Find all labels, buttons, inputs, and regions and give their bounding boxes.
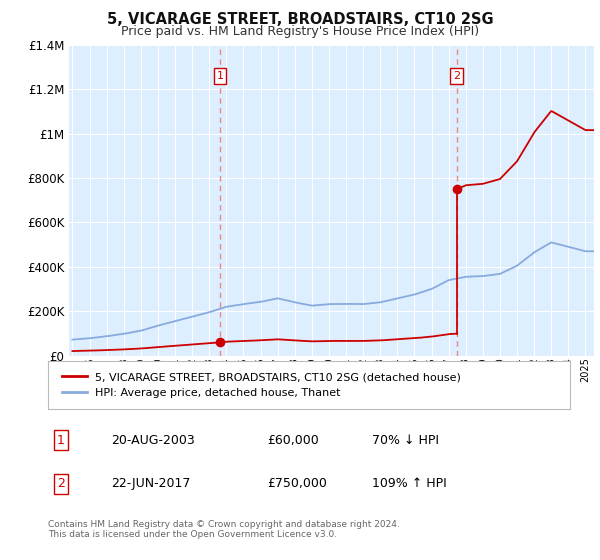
- Text: £60,000: £60,000: [267, 434, 319, 447]
- Text: 70% ↓ HPI: 70% ↓ HPI: [371, 434, 439, 447]
- Text: 109% ↑ HPI: 109% ↑ HPI: [371, 477, 446, 490]
- Text: 2: 2: [57, 477, 65, 490]
- Text: This data is licensed under the Open Government Licence v3.0.: This data is licensed under the Open Gov…: [48, 530, 337, 539]
- Text: Contains HM Land Registry data © Crown copyright and database right 2024.: Contains HM Land Registry data © Crown c…: [48, 520, 400, 529]
- Text: £750,000: £750,000: [267, 477, 327, 490]
- Text: 2: 2: [453, 71, 460, 81]
- Text: 20-AUG-2003: 20-AUG-2003: [110, 434, 194, 447]
- Legend: 5, VICARAGE STREET, BROADSTAIRS, CT10 2SG (detached house), HPI: Average price, : 5, VICARAGE STREET, BROADSTAIRS, CT10 2S…: [59, 369, 464, 401]
- Text: 1: 1: [217, 71, 224, 81]
- Text: 5, VICARAGE STREET, BROADSTAIRS, CT10 2SG: 5, VICARAGE STREET, BROADSTAIRS, CT10 2S…: [107, 12, 493, 27]
- Text: 22-JUN-2017: 22-JUN-2017: [110, 477, 190, 490]
- Text: Price paid vs. HM Land Registry's House Price Index (HPI): Price paid vs. HM Land Registry's House …: [121, 25, 479, 38]
- Text: 1: 1: [57, 434, 65, 447]
